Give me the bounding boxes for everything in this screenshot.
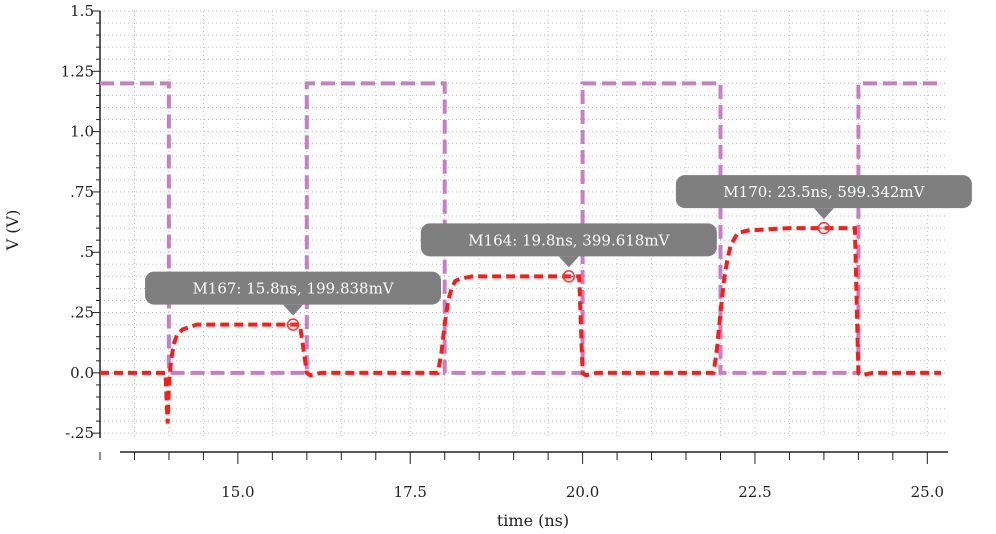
marker-callout-box (675, 175, 972, 209)
y-tick-label: 1.5 (70, 2, 94, 20)
marker-callout-pointer (558, 256, 579, 268)
axes: 1.5 1.25 1.0 .75 .5 .25 0.0 -.25 15.0 17.5 20.0 22.… (61, 2, 948, 501)
y-tick-label: .25 (70, 304, 94, 322)
marker-callout-pointer (813, 208, 834, 220)
y-tick-label: .75 (70, 183, 94, 201)
x-tick-label: 15.0 (221, 483, 254, 501)
y-tick-label: 1.25 (61, 62, 94, 80)
x-axis-label: time (ns) (497, 511, 569, 530)
y-tick-label: 1.0 (70, 123, 94, 141)
marker-callout-pointer (283, 304, 304, 316)
y-tick-label: -.25 (65, 424, 94, 442)
marker-label: M167: 15.8ns, 199.838mV (192, 280, 394, 298)
marker-callout-box (145, 271, 442, 305)
marker-callout-box (420, 223, 717, 257)
series-group (100, 81, 942, 424)
markers-group: M167: 15.8ns, 199.838mV M164: 19.8ns, 399… (145, 175, 972, 331)
marker-label: M164: 19.8ns, 399.618mV (468, 231, 670, 249)
series-line-2 (100, 226, 942, 424)
x-tick-label: 25.0 (911, 483, 944, 501)
x-tick-label: 20.0 (566, 483, 599, 501)
x-tick-label: 17.5 (394, 483, 427, 501)
y-tick-label: 0.0 (70, 364, 94, 382)
x-tick-label: 22.5 (738, 483, 771, 501)
y-axis-label: V (V) (3, 210, 22, 252)
marker-label: M170: 23.5ns, 599.342mV (723, 183, 925, 201)
series-line-1 (100, 81, 942, 375)
y-tick-label: .5 (80, 243, 94, 261)
